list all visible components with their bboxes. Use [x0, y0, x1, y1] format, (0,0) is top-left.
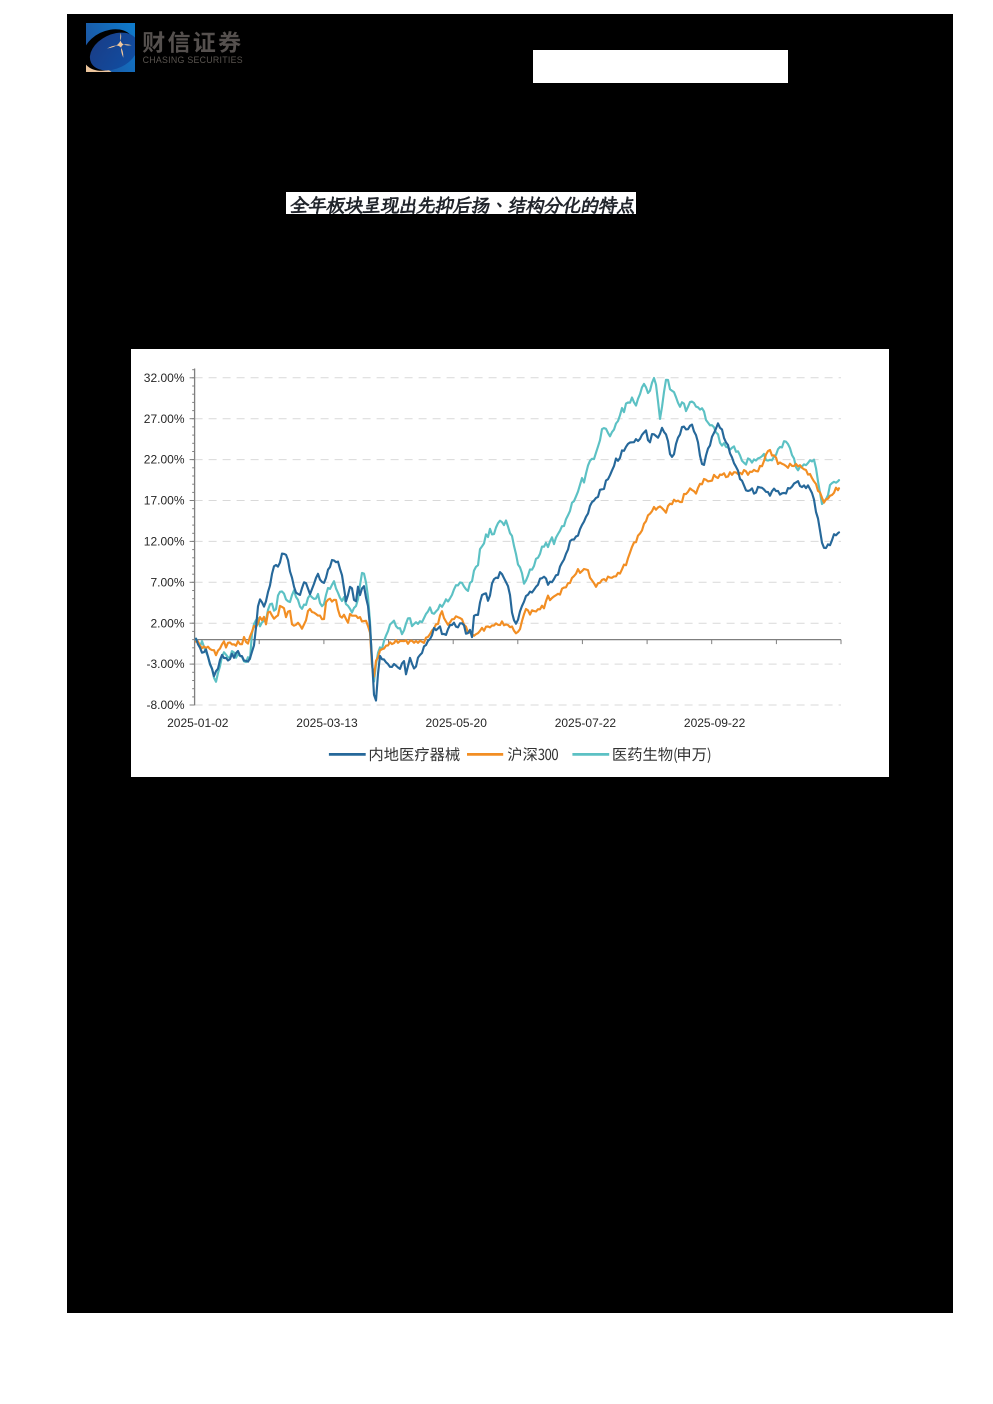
svg-text:2025-01-02: 2025-01-02 [167, 716, 229, 730]
svg-text:17.00%: 17.00% [144, 494, 185, 508]
svg-text:2025-05-20: 2025-05-20 [426, 716, 488, 730]
svg-text:27.00%: 27.00% [144, 412, 185, 426]
svg-text:2025-07-22: 2025-07-22 [555, 716, 617, 730]
svg-text:12.00%: 12.00% [144, 535, 185, 549]
svg-text:2.00%: 2.00% [150, 616, 184, 630]
svg-text:-8.00%: -8.00% [146, 698, 184, 712]
svg-text:32.00%: 32.00% [144, 371, 185, 385]
svg-text:22.00%: 22.00% [144, 453, 185, 467]
svg-text:2025-09-22: 2025-09-22 [684, 716, 746, 730]
svg-text:-3.00%: -3.00% [146, 657, 184, 671]
svg-text:7.00%: 7.00% [150, 575, 184, 589]
svg-text:2025-03-13: 2025-03-13 [296, 716, 358, 730]
